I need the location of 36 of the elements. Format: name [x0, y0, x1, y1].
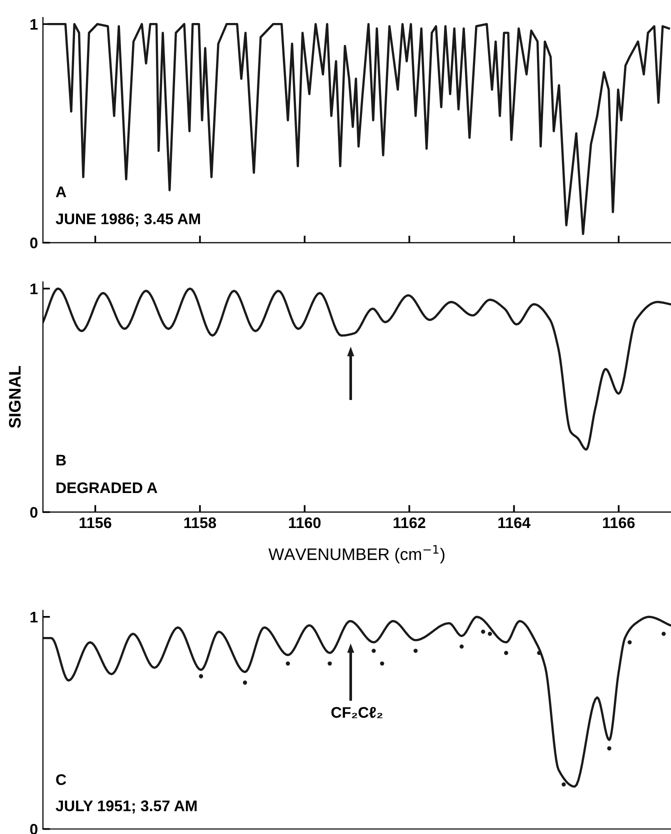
annotation: A	[56, 186, 66, 198]
x-tick-label: 1162	[394, 517, 426, 528]
point	[607, 746, 612, 750]
x-tick-label: 1156	[80, 517, 112, 528]
annotation: C	[56, 774, 66, 786]
point	[481, 630, 486, 634]
x-tick-label: 1158	[184, 517, 216, 528]
point	[328, 661, 332, 666]
x-tick-label: 1164	[498, 517, 530, 528]
annotation: B	[56, 454, 66, 466]
x-tick-label: 1160	[289, 517, 321, 528]
point	[460, 644, 464, 649]
y-tick-label: 1	[30, 19, 38, 30]
annotation: JULY 1951; 3.57 AM	[56, 800, 197, 814]
y-tick-label: 0	[30, 238, 38, 248]
point	[504, 650, 508, 655]
point	[488, 632, 492, 636]
point	[198, 674, 204, 678]
line-series	[48, 22, 670, 236]
point	[372, 648, 376, 653]
point	[662, 632, 666, 636]
annotation: JUNE 1986; 3.45 AM	[56, 213, 200, 226]
point	[628, 640, 632, 644]
point	[562, 782, 566, 787]
x-tick-label: 1166	[603, 517, 635, 528]
point	[414, 648, 418, 653]
point	[286, 661, 290, 666]
x-axis-title: WAVENUMBER (cm$^{−1}$)	[268, 545, 444, 564]
y-tick-label: 0	[30, 506, 38, 518]
annotation: DEGRADED A	[56, 482, 158, 494]
point	[380, 661, 384, 666]
point	[242, 680, 248, 685]
y-axis-title: SIGNAL	[8, 366, 21, 428]
annotation: CF₂Cℓ₂	[331, 707, 382, 718]
y-tick-label: 1	[30, 284, 38, 294]
y-tick-label: 1	[30, 612, 38, 622]
